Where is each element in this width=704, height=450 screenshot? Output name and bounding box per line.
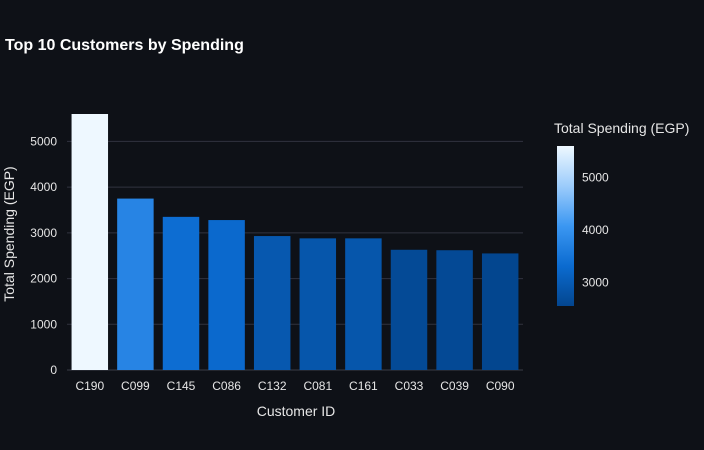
y-ticks: 0 1000 2000 3000 4000 5000	[30, 134, 57, 377]
y-tick-label: 5000	[30, 134, 57, 148]
x-tick-label: C190	[75, 379, 104, 393]
bar-c099[interactable]	[117, 198, 154, 370]
bar-c190[interactable]	[71, 114, 109, 370]
bar-c161[interactable]	[345, 238, 382, 370]
bar-c145[interactable]	[162, 216, 200, 370]
y-tick-label: 1000	[30, 317, 57, 331]
x-tick-label: C099	[121, 379, 150, 393]
bars	[71, 114, 519, 370]
bar-c081[interactable]	[299, 238, 337, 370]
colorbar-tick-label: 4000	[582, 223, 609, 237]
y-tick-label: 3000	[30, 226, 57, 240]
colorbar-title: Total Spending (EGP)	[554, 120, 689, 136]
x-tick-label: C086	[212, 379, 241, 393]
bar-c033[interactable]	[390, 249, 428, 370]
colorbar-tick-label: 3000	[582, 275, 609, 289]
colorbar-scale	[557, 146, 574, 306]
x-tick-label: C081	[303, 379, 332, 393]
bar-c039[interactable]	[436, 250, 473, 370]
x-tick-label: C145	[167, 379, 196, 393]
y-tick-label: 4000	[30, 180, 57, 194]
y-tick-label: 0	[50, 363, 57, 377]
x-axis-title: Customer ID	[257, 403, 336, 419]
bar-c086[interactable]	[208, 220, 245, 370]
x-tick-label: C132	[258, 379, 287, 393]
colorbar: Total Spending (EGP) 3000 4000 5000	[554, 120, 689, 306]
x-tick-label: C033	[395, 379, 424, 393]
y-tick-label: 2000	[30, 272, 57, 286]
colorbar-tick-label: 5000	[582, 170, 609, 184]
x-tick-label: C039	[440, 379, 469, 393]
x-tick-label: C161	[349, 379, 378, 393]
x-tick-label: C090	[486, 379, 515, 393]
x-ticks: C190 C099 C145 C086 C132 C081 C161 C033 C039 C090	[75, 379, 514, 393]
bar-c132[interactable]	[253, 236, 291, 370]
colorbar-ticks: 3000 4000 5000	[582, 170, 609, 289]
bar-c090[interactable]	[481, 253, 519, 370]
chart-title: Top 10 Customers by Spending	[5, 37, 244, 54]
y-axis-title: Total Spending (EGP)	[1, 166, 17, 301]
